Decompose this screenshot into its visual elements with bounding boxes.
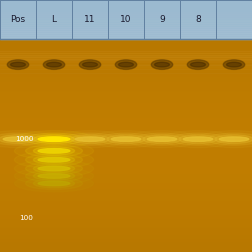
Bar [0, 14, 252, 16]
Ellipse shape [135, 133, 188, 145]
Bar [0, 12, 252, 14]
Ellipse shape [147, 137, 177, 141]
Ellipse shape [53, 131, 127, 148]
Text: 11: 11 [84, 15, 96, 24]
Bar [0, 10, 252, 12]
Ellipse shape [14, 160, 93, 177]
Ellipse shape [3, 137, 33, 141]
Ellipse shape [151, 60, 173, 69]
Text: Pos: Pos [10, 15, 25, 24]
Text: 1000: 1000 [15, 136, 34, 142]
Ellipse shape [14, 131, 93, 148]
Text: L: L [51, 15, 56, 24]
Bar [0, 27, 252, 29]
Ellipse shape [38, 174, 70, 178]
Bar [0, 33, 252, 35]
Ellipse shape [14, 175, 93, 192]
Ellipse shape [154, 62, 170, 67]
Ellipse shape [34, 179, 75, 188]
Ellipse shape [43, 60, 65, 69]
Ellipse shape [0, 135, 37, 144]
Ellipse shape [161, 131, 235, 148]
Bar [0, 2, 252, 4]
Ellipse shape [38, 137, 70, 141]
Bar [0, 25, 252, 27]
Ellipse shape [215, 135, 252, 144]
Bar [0, 8, 252, 10]
Ellipse shape [34, 172, 75, 180]
Ellipse shape [107, 135, 145, 144]
Bar [0, 0, 252, 2]
Bar [0, 35, 252, 37]
Text: 100: 100 [20, 215, 34, 221]
Text: 10: 10 [120, 15, 132, 24]
Ellipse shape [143, 135, 181, 144]
Bar [0, 18, 252, 20]
Ellipse shape [47, 62, 61, 67]
Ellipse shape [207, 133, 252, 145]
Ellipse shape [14, 142, 93, 159]
Ellipse shape [75, 137, 105, 141]
Ellipse shape [89, 131, 163, 148]
Ellipse shape [115, 60, 137, 69]
Ellipse shape [25, 154, 82, 166]
Ellipse shape [171, 133, 225, 145]
Bar [0, 0, 252, 39]
Bar [0, 29, 252, 31]
Ellipse shape [38, 166, 70, 171]
Text: 9: 9 [159, 15, 165, 24]
Ellipse shape [34, 155, 75, 164]
Ellipse shape [34, 146, 75, 155]
Ellipse shape [118, 62, 134, 67]
Ellipse shape [25, 133, 82, 145]
Ellipse shape [227, 62, 241, 67]
Bar [0, 20, 252, 21]
Ellipse shape [71, 135, 109, 144]
Ellipse shape [179, 135, 217, 144]
Ellipse shape [187, 60, 209, 69]
Ellipse shape [197, 131, 252, 148]
Ellipse shape [38, 158, 70, 162]
Ellipse shape [25, 145, 82, 157]
Ellipse shape [34, 135, 75, 144]
Bar [0, 31, 252, 33]
Bar [0, 4, 252, 6]
Ellipse shape [38, 149, 70, 153]
Ellipse shape [25, 177, 82, 190]
Ellipse shape [183, 137, 213, 141]
Ellipse shape [7, 60, 29, 69]
Ellipse shape [125, 131, 199, 148]
Bar [0, 21, 252, 23]
Ellipse shape [34, 164, 75, 173]
Ellipse shape [219, 137, 249, 141]
Ellipse shape [64, 133, 117, 145]
Bar [0, 6, 252, 8]
Ellipse shape [14, 151, 93, 168]
Ellipse shape [223, 60, 245, 69]
Ellipse shape [14, 168, 93, 184]
Ellipse shape [191, 62, 205, 67]
Ellipse shape [100, 133, 152, 145]
Bar [0, 16, 252, 18]
Ellipse shape [0, 133, 45, 145]
Ellipse shape [82, 62, 98, 67]
Ellipse shape [11, 62, 25, 67]
Bar [0, 23, 252, 25]
Ellipse shape [79, 60, 101, 69]
Ellipse shape [111, 137, 141, 141]
Ellipse shape [25, 162, 82, 175]
Ellipse shape [38, 181, 70, 186]
Bar [0, 37, 252, 39]
Ellipse shape [25, 170, 82, 182]
Ellipse shape [0, 131, 55, 148]
Text: 8: 8 [195, 15, 201, 24]
